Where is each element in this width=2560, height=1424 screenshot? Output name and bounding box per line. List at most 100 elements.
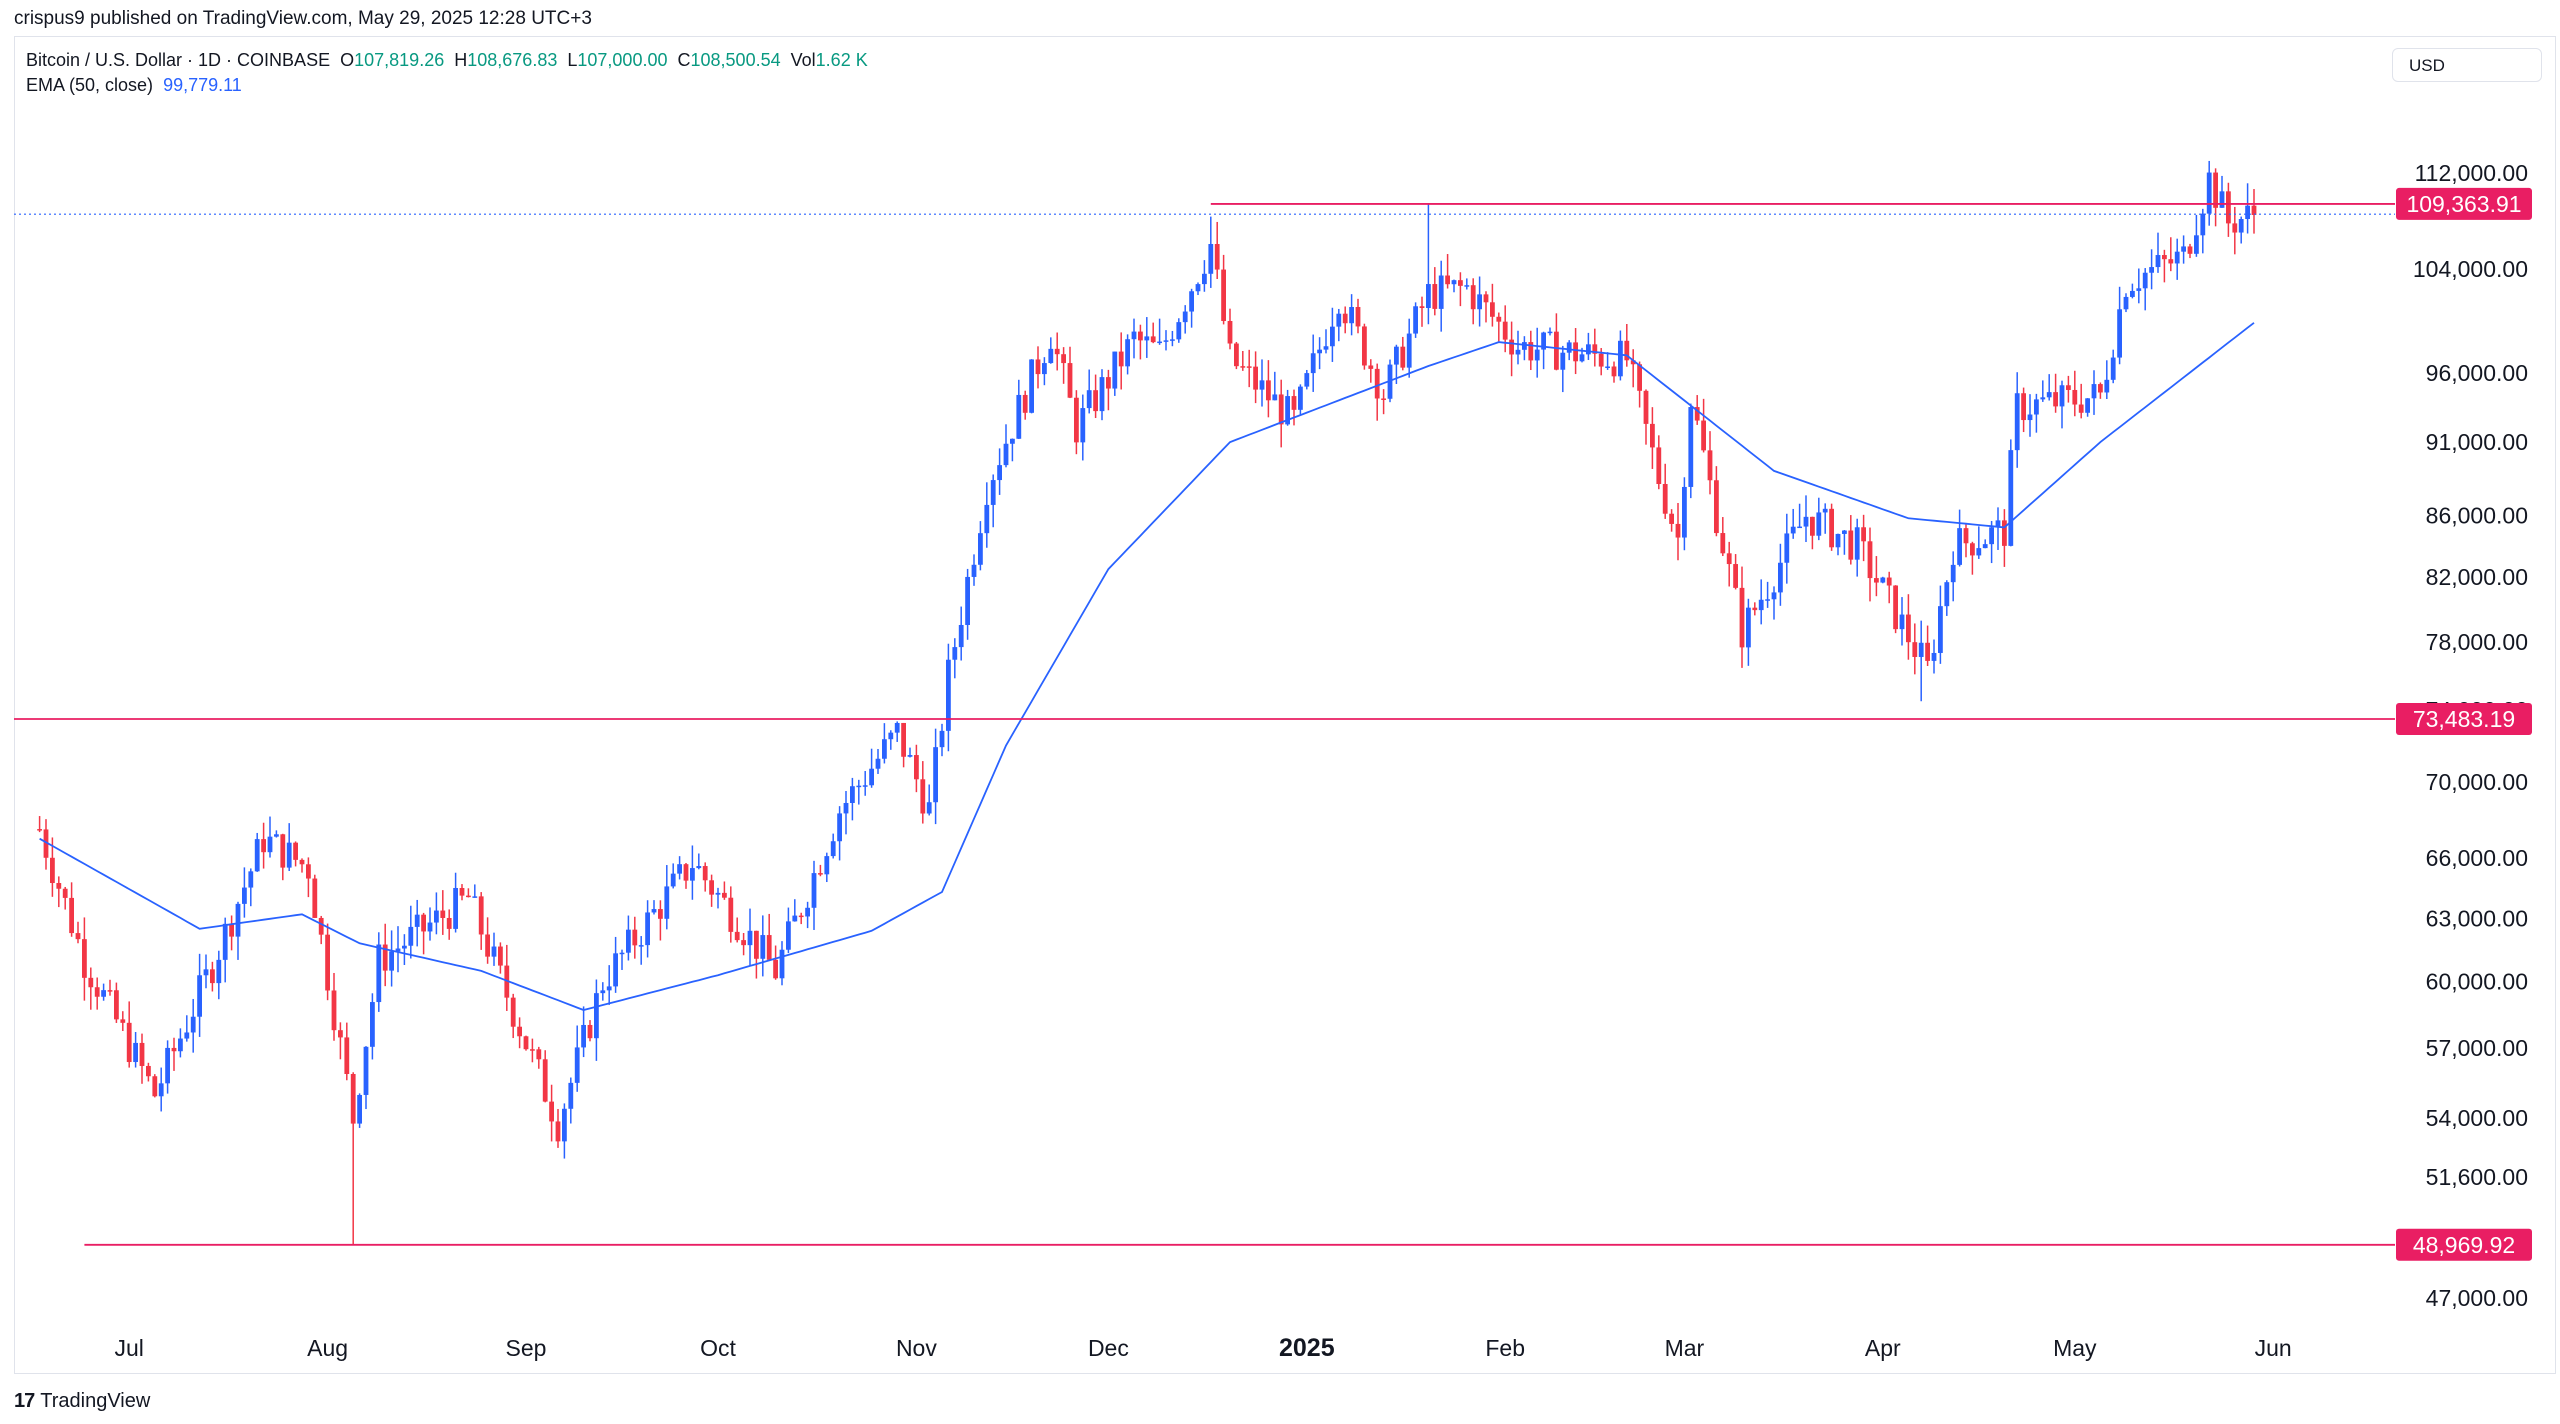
candle-body <box>1406 333 1412 368</box>
candle-body <box>203 969 209 976</box>
candle-body <box>370 1002 375 1047</box>
price-tag-label: 109,363.91 <box>2406 191 2521 217</box>
candle-body <box>1752 607 1758 611</box>
candle-body <box>56 883 62 889</box>
currency-selector[interactable]: USD <box>2392 48 2542 82</box>
candle-body <box>421 914 426 932</box>
candle-body <box>1432 284 1438 309</box>
ema-label[interactable]: EMA (50, close) <box>26 75 154 95</box>
candle-body <box>1771 592 1777 600</box>
candle-body <box>344 1037 350 1074</box>
candle-body <box>1522 342 1527 350</box>
candle-body <box>1938 606 1943 653</box>
candle-body <box>1547 331 1553 334</box>
candle-body <box>1291 396 1297 410</box>
candle-body <box>1394 346 1399 365</box>
indicator-legend[interactable]: EMA (50, close) 99,779.11 <box>26 75 242 96</box>
candle-body <box>926 802 932 814</box>
candle-body <box>594 993 599 1039</box>
candle-body <box>1458 280 1463 286</box>
candle-body <box>1822 508 1828 513</box>
candle-body <box>536 1049 542 1060</box>
candle-body <box>446 917 452 929</box>
candle-body <box>453 887 458 929</box>
high-label: H <box>454 50 468 70</box>
candle-body <box>1304 373 1310 387</box>
candle-body <box>1061 354 1066 364</box>
candle-body <box>587 1024 593 1039</box>
candle-body <box>1163 340 1169 342</box>
low-label: L <box>567 50 578 70</box>
candle-body <box>274 834 279 837</box>
y-axis-tick-label: 96,000.00 <box>2426 360 2528 386</box>
chart-frame <box>14 36 2556 1374</box>
footer-brand-label: TradingView <box>40 1390 151 1412</box>
candle-body <box>715 892 721 895</box>
candle-body <box>1976 548 1982 556</box>
candle-body <box>914 755 919 780</box>
candle-body <box>133 1042 138 1063</box>
candle-body <box>1714 480 1719 534</box>
candle-body <box>1611 366 1617 377</box>
candle-body <box>1701 420 1706 451</box>
candle-body <box>901 722 906 757</box>
candle-body <box>1144 336 1150 341</box>
candle-body <box>1419 306 1425 308</box>
candle-body <box>1899 614 1905 630</box>
candle-body <box>325 934 330 991</box>
symbol-name[interactable]: Bitcoin / U.S. Dollar · 1D · COINBASE <box>26 50 331 70</box>
footer-brand[interactable]: 17 TradingView <box>14 1390 150 1413</box>
candle-body <box>2142 272 2148 289</box>
candle-body <box>1790 526 1796 534</box>
candle-body <box>1470 285 1476 310</box>
candle-body <box>318 917 324 935</box>
candle-body <box>946 659 951 731</box>
candle-body <box>1694 407 1700 421</box>
candle-body <box>1861 527 1866 542</box>
candle-body <box>1765 599 1770 601</box>
open-label: O <box>340 50 355 70</box>
candle-body <box>408 926 414 946</box>
candle-body <box>1042 363 1047 375</box>
candle-body <box>139 1042 145 1066</box>
candle-body <box>1624 340 1630 361</box>
candle-body <box>1509 339 1514 355</box>
candle-body <box>2034 399 2039 415</box>
candle-body <box>466 895 471 898</box>
candle-body <box>1093 390 1098 412</box>
candle-body <box>382 944 388 971</box>
candle-body <box>677 864 682 874</box>
candle-body <box>1477 294 1482 310</box>
candle-body <box>523 1036 529 1050</box>
candle-body <box>312 878 318 918</box>
symbol-legend[interactable]: Bitcoin / U.S. Dollar · 1D · COINBASE O1… <box>26 50 868 71</box>
y-axis-tick-label: 54,000.00 <box>2426 1105 2528 1131</box>
candle-body <box>414 914 420 927</box>
candle-body <box>1682 486 1687 538</box>
candle-body <box>1266 380 1271 401</box>
candle-body <box>101 990 106 997</box>
candle-body <box>459 887 465 896</box>
candle-body <box>1483 294 1489 303</box>
candle-body <box>1746 607 1751 648</box>
candle-body <box>2040 397 2046 400</box>
candle-body <box>216 959 222 984</box>
candle-body <box>1022 394 1028 413</box>
candle-body <box>613 953 618 987</box>
candle-body <box>1080 408 1086 443</box>
candle-body <box>1246 366 1252 368</box>
candle-body <box>1445 275 1450 285</box>
x-axis-tick-label: Feb <box>1485 1335 1525 1361</box>
candle-body <box>69 897 74 934</box>
candle-body <box>331 990 337 1031</box>
y-axis-tick-label: 47,000.00 <box>2426 1285 2528 1311</box>
y-axis-tick-label: 86,000.00 <box>2426 502 2528 528</box>
candle-body <box>1118 351 1124 367</box>
candle-body <box>1541 332 1546 350</box>
candle-body <box>2008 450 2014 546</box>
candle-body <box>491 946 497 957</box>
candle-body <box>299 859 305 865</box>
candle-body <box>1758 599 1764 611</box>
candle-body <box>1874 578 1879 583</box>
